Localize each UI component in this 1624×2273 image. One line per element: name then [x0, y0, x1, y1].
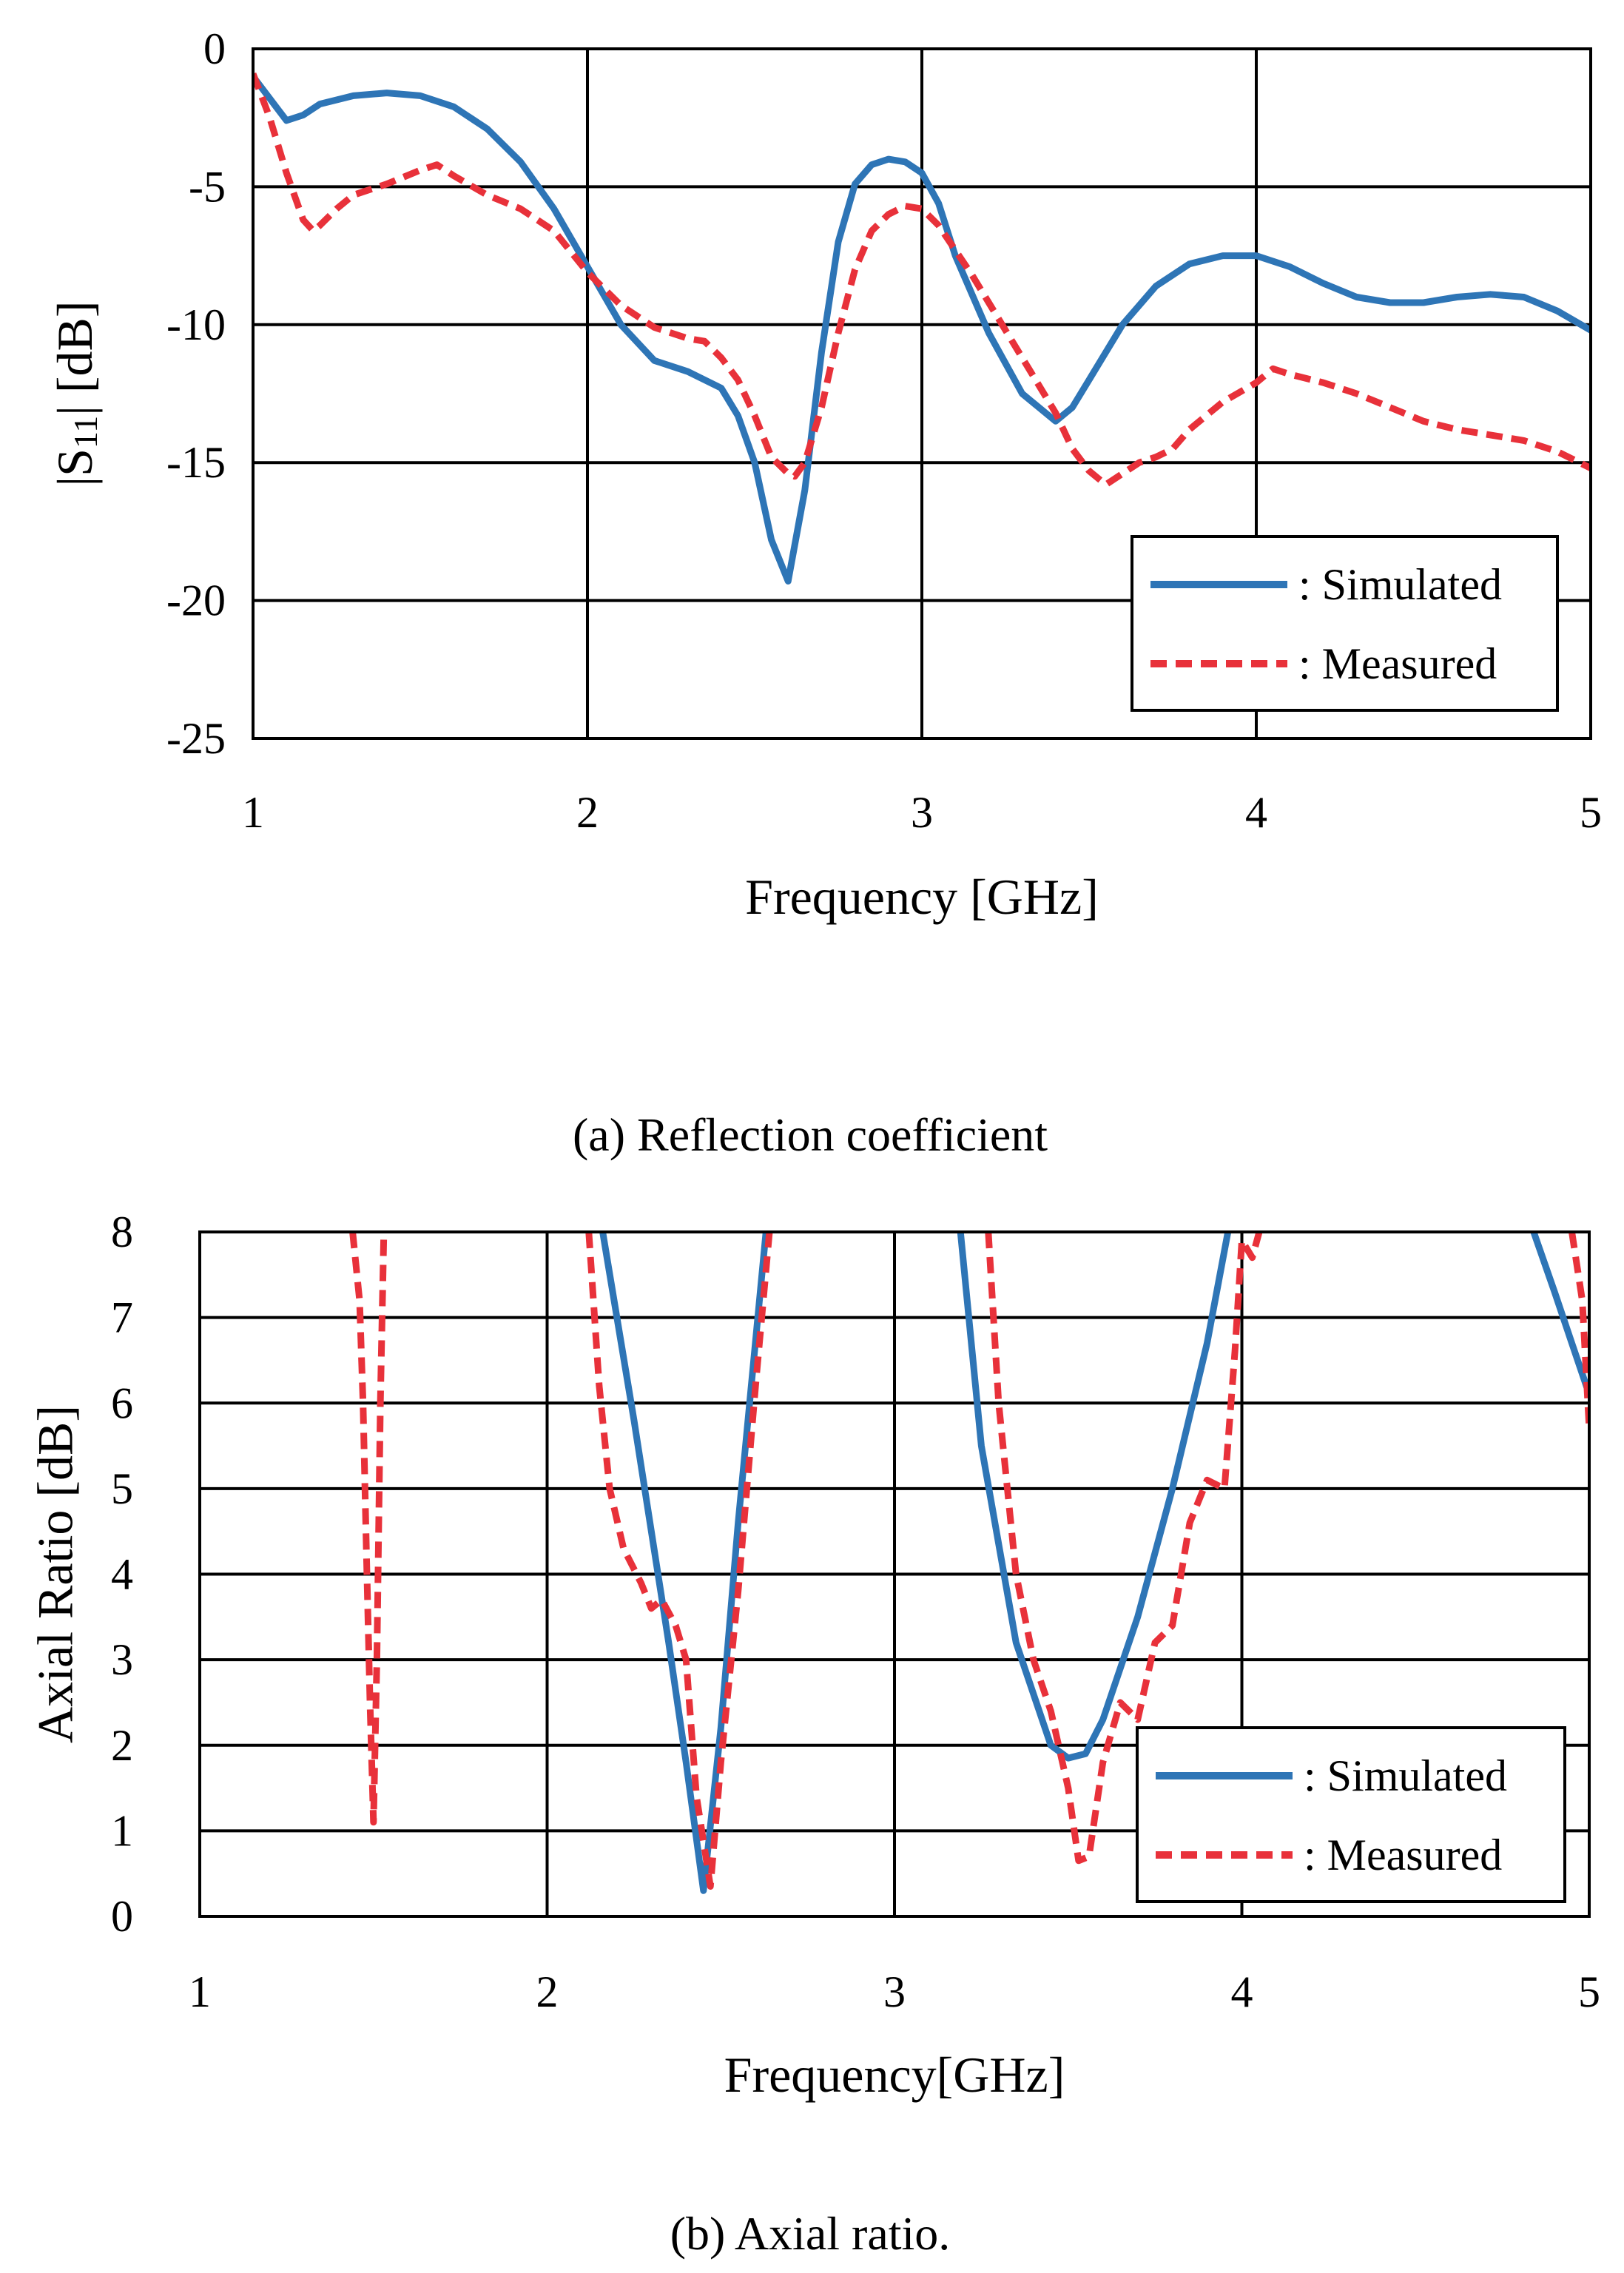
chart-b-legend-simulated-label: : Simulated — [1304, 1751, 1507, 1800]
y-tick-label: 2 — [111, 1721, 133, 1770]
series-simulated-line — [1530, 1230, 1589, 1398]
y-tick-label: -20 — [166, 576, 226, 625]
chart-a-y-axis-label: |S11| [dB] — [47, 301, 104, 487]
y-tick-label: 0 — [111, 1892, 133, 1941]
y-tick-label: 6 — [111, 1378, 133, 1427]
chart-a-caption: (a) Reflection coefficient — [573, 1108, 1048, 1161]
chart-b-x-axis-label: Frequency[GHz] — [724, 2047, 1065, 2103]
x-tick-label: 3 — [911, 788, 933, 837]
chart-a-y-tick-labels: 0 -5 -10 -15 -20 -25 — [166, 24, 226, 763]
axial-ratio-chart: 0 1 2 3 4 5 6 7 8 1 2 3 4 5 Frequency[GHz] Axial Rat… — [27, 1208, 1600, 2260]
y-tick-label: -5 — [189, 162, 226, 211]
y-tick-label: 7 — [111, 1293, 133, 1342]
chart-b-series — [349, 1230, 1589, 1894]
x-tick-label: 2 — [576, 788, 599, 837]
x-tick-label: 4 — [1245, 788, 1267, 837]
chart-a-legend-measured-label: : Measured — [1298, 639, 1497, 688]
chart-a-y-label-suffix: | [dB] — [47, 301, 103, 416]
series-measured-line — [1569, 1231, 1589, 1430]
y-tick-label: 5 — [111, 1464, 133, 1513]
chart-a-y-label-subscript: 11 — [67, 416, 104, 448]
x-tick-label: 4 — [1231, 1967, 1253, 2016]
chart-a-legend: : Simulated : Measured — [1131, 535, 1559, 712]
chart-a-x-tick-labels: 1 2 3 4 5 — [242, 788, 1602, 837]
x-tick-label: 1 — [189, 1967, 211, 2016]
series-simulated-line — [957, 1230, 1232, 1762]
chart-b-caption: (b) Axial ratio. — [670, 2207, 951, 2260]
chart-b-legend-measured-label: : Measured — [1304, 1831, 1502, 1879]
y-tick-label: 0 — [203, 24, 226, 73]
y-tick-label: 8 — [111, 1208, 133, 1256]
chart-b-legend-box — [1136, 1726, 1566, 1903]
series-simulated-line — [599, 1230, 769, 1894]
chart-a-legend-simulated-label: : Simulated — [1298, 560, 1502, 609]
series-measured-line — [253, 73, 1591, 488]
y-tick-label: 1 — [111, 1806, 133, 1855]
y-tick-label: 4 — [111, 1550, 133, 1599]
chart-a-series — [253, 73, 1591, 585]
chart-b-x-tick-labels: 1 2 3 4 5 — [189, 1967, 1600, 2016]
x-tick-label: 5 — [1578, 1967, 1600, 2016]
chart-a-legend-box — [1131, 535, 1559, 712]
chart-b-y-axis-label: Axial Ratio [dB] — [27, 1405, 84, 1743]
chart-a-frame — [252, 47, 1592, 740]
chart-a-y-label-prefix: |S — [47, 448, 103, 486]
chart-b-frame — [198, 1230, 1591, 1918]
y-tick-label: -25 — [166, 714, 226, 763]
reflection-coefficient-chart: 0 -5 -10 -15 -20 -25 1 2 3 4 5 Frequency [GHz] |S… — [47, 24, 1602, 1161]
series-measured-line — [349, 1231, 388, 1826]
chart-b-y-tick-labels: 0 1 2 3 4 5 6 7 8 — [111, 1208, 133, 1941]
chart-b-legend: : Simulated : Measured — [1136, 1726, 1566, 1903]
x-tick-label: 1 — [242, 788, 264, 837]
series-simulated-line — [253, 73, 1591, 585]
x-tick-label: 5 — [1580, 788, 1602, 837]
y-tick-label: 3 — [111, 1635, 133, 1684]
series-measured-line — [585, 1231, 773, 1890]
chart-a-x-axis-label: Frequency [GHz] — [745, 869, 1099, 925]
series-measured-line — [985, 1230, 1263, 1865]
y-tick-label: -15 — [166, 438, 226, 487]
x-tick-label: 3 — [883, 1967, 906, 2016]
x-tick-label: 2 — [536, 1967, 559, 2016]
y-tick-label: -10 — [166, 300, 226, 349]
